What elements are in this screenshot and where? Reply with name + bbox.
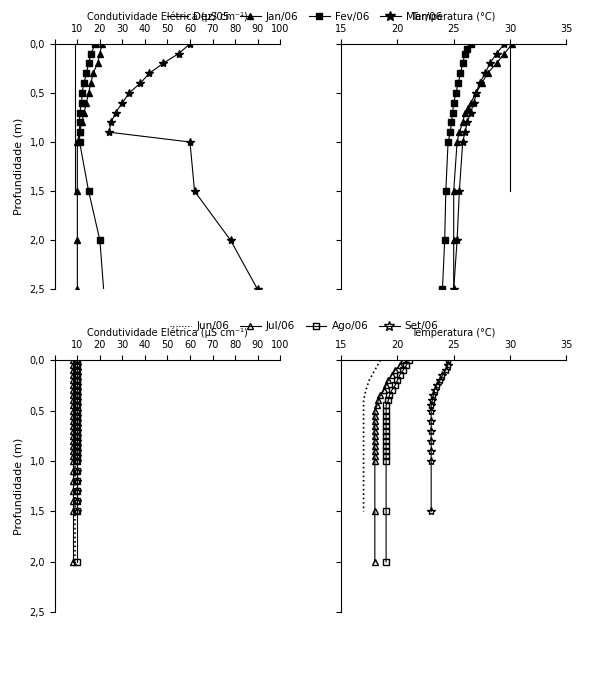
X-axis label: Condutividade Elétrica (μS cm⁻¹): Condutividade Elétrica (μS cm⁻¹) <box>87 328 248 338</box>
Y-axis label: Profundidade (m): Profundidade (m) <box>14 437 24 535</box>
X-axis label: Temperatura (°C): Temperatura (°C) <box>412 328 496 338</box>
Legend: Dez/05, Jan/06, Fev/06, Mar/06: Dez/05, Jan/06, Fev/06, Mar/06 <box>163 7 446 26</box>
X-axis label: Temperatura (°C): Temperatura (°C) <box>412 12 496 22</box>
Legend: Jun/06, Jul/06, Ago/06, Set/06: Jun/06, Jul/06, Ago/06, Set/06 <box>166 317 443 336</box>
Y-axis label: Profundidade (m): Profundidade (m) <box>14 118 24 215</box>
X-axis label: Condutividade Elétrica (μS cm⁻¹): Condutividade Elétrica (μS cm⁻¹) <box>87 11 248 22</box>
